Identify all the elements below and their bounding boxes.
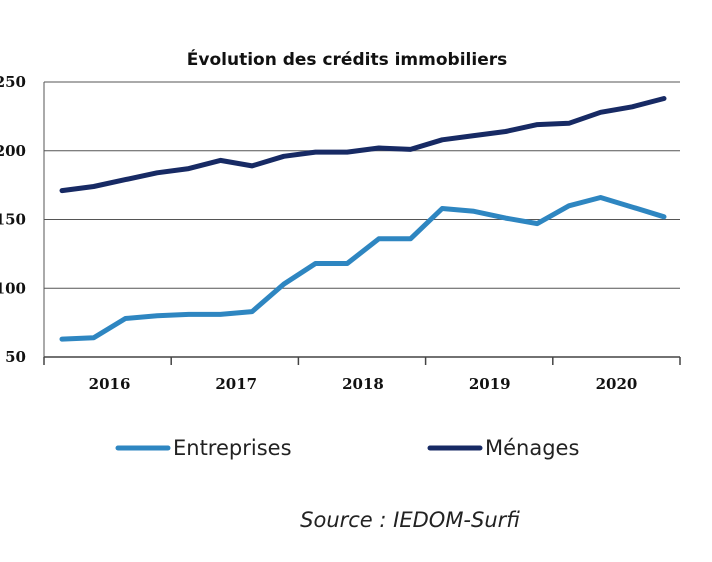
x-tick-label: 2018 (342, 375, 384, 393)
source-note: Source : IEDOM-Surfi (300, 508, 520, 532)
x-tick-label: 2017 (215, 375, 257, 393)
x-tick-label: 2020 (596, 375, 638, 393)
y-tick-label: 250 (0, 73, 26, 91)
y-tick-label: 150 (0, 211, 26, 229)
series-line-entreprises (59, 195, 667, 342)
x-axis (43, 356, 681, 365)
y-tick-label: 100 (0, 279, 26, 297)
chart-title: Évolution des crédits immobiliers (187, 48, 507, 70)
y-axis-tick-labels: 50 100 150 200 250 (0, 73, 26, 366)
x-tick-label: 2016 (89, 375, 131, 393)
legend: Entreprises Ménages (115, 436, 579, 460)
x-axis-tick-labels: 2016 2017 2018 2019 2020 (89, 375, 638, 393)
legend-label-entreprises: Entreprises (173, 436, 292, 460)
series-lines (59, 96, 667, 342)
y-tick-label: 200 (0, 142, 26, 160)
series-line-menages (59, 96, 667, 194)
x-tick-label: 2019 (469, 375, 511, 393)
y-tick-label: 50 (5, 348, 26, 366)
legend-label-menages: Ménages (485, 436, 579, 460)
